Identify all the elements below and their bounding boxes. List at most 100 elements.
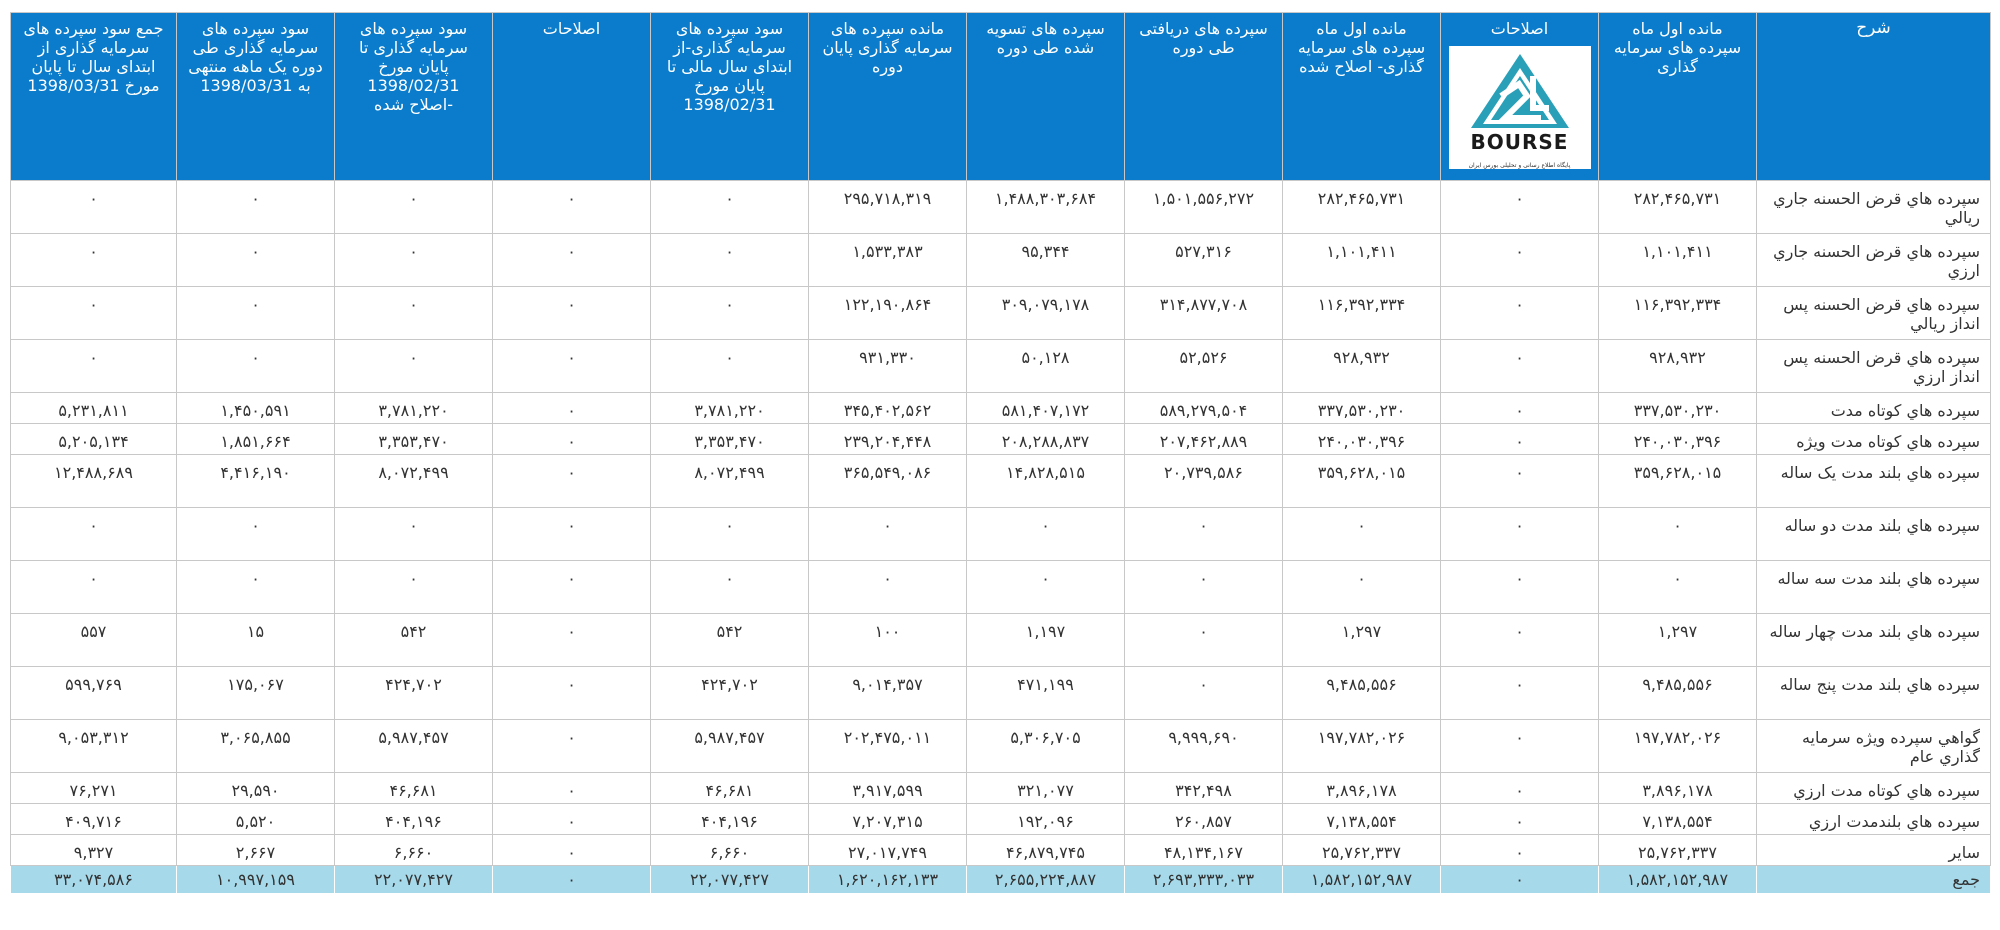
cell-settled: ۱۴,۸۲۸,۵۱۵: [966, 454, 1125, 508]
cell-settled: ۱,۴۸۸,۳۰۳,۶۸۴: [966, 180, 1125, 234]
cell-profit-corrected: ۶,۶۶۰: [334, 834, 493, 866]
cell-corrections-1: ۰: [1440, 719, 1599, 773]
cell-profit-corrected: ۵۴۲: [334, 613, 493, 667]
cell-ytd-profit: ۳,۷۸۱,۲۲۰: [650, 392, 809, 424]
cell-opening-corrected: ۱۱۶,۳۹۲,۳۳۴: [1282, 286, 1441, 340]
header-corrections-2: اصلاحات: [492, 12, 651, 181]
cell-opening-balance: ۰: [1598, 507, 1757, 561]
cell-corrections-2: ۰: [492, 560, 651, 614]
table-row: سپرده هاي قرض الحسنه پس انداز ارزي ۹۲۸,۹…: [10, 339, 1991, 393]
table-row: سپرده هاي بلند مدت يک ساله ۳۵۹,۶۲۸,۰۱۵ ۰…: [10, 454, 1991, 508]
cell-corrections-2: ۰: [492, 719, 651, 773]
cell-opening-balance: ۳۳۷,۵۳۰,۲۳۰: [1598, 392, 1757, 424]
table-row: گواهي سپرده ويژه سرمايه گذاري عام ۱۹۷,۷۸…: [10, 719, 1991, 773]
row-desc: سپرده هاي بلند مدت سه ساله: [1756, 560, 1991, 614]
cell-ytd-profit: ۴۶,۶۸۱: [650, 772, 809, 804]
cell-settled: ۱۹۲,۰۹۶: [966, 803, 1125, 835]
cell-settled: ۰: [966, 507, 1125, 561]
total-corrections-2: ۰: [492, 865, 651, 894]
table-row: سپرده هاي كوتاه مدت ۳۳۷,۵۳۰,۲۳۰ ۰ ۳۳۷,۵۳…: [10, 392, 1991, 424]
table-row: سپرده هاي بلندمدت ارزي ۷,۱۳۸,۵۵۴ ۰ ۷,۱۳۸…: [10, 803, 1991, 835]
header-profit-corrected: سود سپرده های سرمایه گذاری تا پایان مورخ…: [334, 12, 493, 181]
cell-corrections-1: ۰: [1440, 286, 1599, 340]
cell-ytd-profit: ۶,۶۶۰: [650, 834, 809, 866]
cell-opening-corrected: ۷,۱۳۸,۵۵۴: [1282, 803, 1441, 835]
row-desc: سپرده هاي بلندمدت ارزي: [1756, 803, 1991, 835]
cell-ytd-profit: ۳,۳۵۳,۴۷۰: [650, 423, 809, 455]
cell-opening-corrected: ۰: [1282, 560, 1441, 614]
cell-corrections-1: ۰: [1440, 233, 1599, 287]
bourse-logo-icon: [1470, 54, 1569, 128]
table-row: سپرده هاي قرض الحسنه جاري ريالي ۲۸۲,۴۶۵,…: [10, 180, 1991, 234]
cell-opening-corrected: ۲۴۰,۰۳۰,۳۹۶: [1282, 423, 1441, 455]
table-row: سپرده هاي بلند مدت سه ساله ۰ ۰ ۰ ۰ ۰ ۰ ۰…: [10, 560, 1991, 614]
cell-ytd-profit: ۰: [650, 233, 809, 287]
cell-closing: ۱۲۲,۱۹۰,۸۶۴: [808, 286, 967, 340]
cell-profit-corrected: ۴۰۴,۱۹۶: [334, 803, 493, 835]
row-desc: گواهي سپرده ويژه سرمايه گذاري عام: [1756, 719, 1991, 773]
table-row: سپرده هاي كوتاه مدت ويژه ۲۴۰,۰۳۰,۳۹۶ ۰ ۲…: [10, 423, 1991, 455]
cell-total-profit: ۹,۰۵۳,۳۱۲: [10, 719, 177, 773]
cell-opening-balance: ۹۲۸,۹۳۲: [1598, 339, 1757, 393]
header-row: شرح مانده اول ماه سپرده های سرمایه گذاری…: [10, 12, 1991, 181]
cell-corrections-2: ۰: [492, 286, 651, 340]
cell-ytd-profit: ۰: [650, 560, 809, 614]
cell-opening-balance: ۱,۲۹۷: [1598, 613, 1757, 667]
header-corrections-1: اصلاحات BOURSE پایگاه اطلاع رسانی و تحلی…: [1440, 12, 1599, 181]
cell-opening-balance: ۱,۱۰۱,۴۱۱: [1598, 233, 1757, 287]
cell-corrections-2: ۰: [492, 803, 651, 835]
cell-profit-corrected: ۴۲۴,۷۰۲: [334, 666, 493, 720]
bourse-logo-word: BOURSE: [1470, 130, 1569, 154]
report-wrapper: شرح مانده اول ماه سپرده های سرمایه گذاری…: [10, 12, 1991, 894]
cell-closing: ۰: [808, 507, 967, 561]
cell-received: ۵۸۹,۲۷۹,۵۰۴: [1124, 392, 1283, 424]
cell-opening-corrected: ۳,۸۹۶,۱۷۸: [1282, 772, 1441, 804]
header-received: سپرده های دریافتی طی دوره: [1124, 12, 1283, 181]
cell-settled: ۵۰,۱۲۸: [966, 339, 1125, 393]
cell-corrections-2: ۰: [492, 454, 651, 508]
table-row: سپرده هاي قرض الحسنه جاري ارزي ۱,۱۰۱,۴۱۱…: [10, 233, 1991, 287]
header-opening-corrected: مانده اول ماه سپرده های سرمایه گذاری- اص…: [1282, 12, 1441, 181]
cell-settled: ۴۷۱,۱۹۹: [966, 666, 1125, 720]
cell-corrections-1: ۰: [1440, 560, 1599, 614]
cell-corrections-1: ۰: [1440, 454, 1599, 508]
header-desc: شرح: [1756, 12, 1991, 181]
deposits-table: شرح مانده اول ماه سپرده های سرمایه گذاری…: [10, 12, 1991, 894]
total-received: ۲,۶۹۳,۳۳۳,۰۳۳: [1124, 865, 1283, 894]
cell-settled: ۳۰۹,۰۷۹,۱۷۸: [966, 286, 1125, 340]
cell-corrections-2: ۰: [492, 180, 651, 234]
cell-total-profit: ۰: [10, 286, 177, 340]
row-desc: سپرده هاي كوتاه مدت ويژه: [1756, 423, 1991, 455]
row-desc: سپرده هاي قرض الحسنه پس انداز ارزي: [1756, 339, 1991, 393]
cell-corrections-2: ۰: [492, 233, 651, 287]
table-row: ساير ۲۵,۷۶۲,۳۳۷ ۰ ۲۵,۷۶۲,۳۳۷ ۴۸,۱۳۴,۱۶۷ …: [10, 834, 1991, 866]
cell-month-profit: ۱,۴۵۰,۵۹۱: [176, 392, 335, 424]
cell-month-profit: ۲,۶۶۷: [176, 834, 335, 866]
cell-closing: ۱۰۰: [808, 613, 967, 667]
cell-opening-corrected: ۹۲۸,۹۳۲: [1282, 339, 1441, 393]
cell-closing: ۲۷,۰۱۷,۷۴۹: [808, 834, 967, 866]
row-desc: سپرده هاي قرض الحسنه جاري ريالي: [1756, 180, 1991, 234]
table-row: سپرده هاي بلند مدت چهار ساله ۱,۲۹۷ ۰ ۱,۲…: [10, 613, 1991, 667]
cell-corrections-1: ۰: [1440, 392, 1599, 424]
cell-month-profit: ۴,۴۱۶,۱۹۰: [176, 454, 335, 508]
cell-opening-corrected: ۱,۲۹۷: [1282, 613, 1441, 667]
cell-opening-corrected: ۰: [1282, 507, 1441, 561]
cell-opening-corrected: ۹,۴۸۵,۵۵۶: [1282, 666, 1441, 720]
header-total-profit: جمع سود سپرده های سرمایه گذاری از ابتدای…: [10, 12, 177, 181]
total-settled: ۲,۶۵۵,۲۲۴,۸۸۷: [966, 865, 1125, 894]
cell-month-profit: ۰: [176, 180, 335, 234]
cell-month-profit: ۰: [176, 339, 335, 393]
cell-profit-corrected: ۸,۰۷۲,۴۹۹: [334, 454, 493, 508]
cell-total-profit: ۱۲,۴۸۸,۶۸۹: [10, 454, 177, 508]
cell-month-profit: ۱,۸۵۱,۶۶۴: [176, 423, 335, 455]
cell-total-profit: ۵,۲۳۱,۸۱۱: [10, 392, 177, 424]
cell-total-profit: ۵,۲۰۵,۱۳۴: [10, 423, 177, 455]
cell-profit-corrected: ۵,۹۸۷,۴۵۷: [334, 719, 493, 773]
cell-corrections-1: ۰: [1440, 180, 1599, 234]
cell-profit-corrected: ۳,۷۸۱,۲۲۰: [334, 392, 493, 424]
cell-corrections-2: ۰: [492, 423, 651, 455]
total-corrections-1: ۰: [1440, 865, 1599, 894]
header-closing: مانده سپرده های سرمایه گذاری پایان دوره: [808, 12, 967, 181]
cell-corrections-1: ۰: [1440, 507, 1599, 561]
